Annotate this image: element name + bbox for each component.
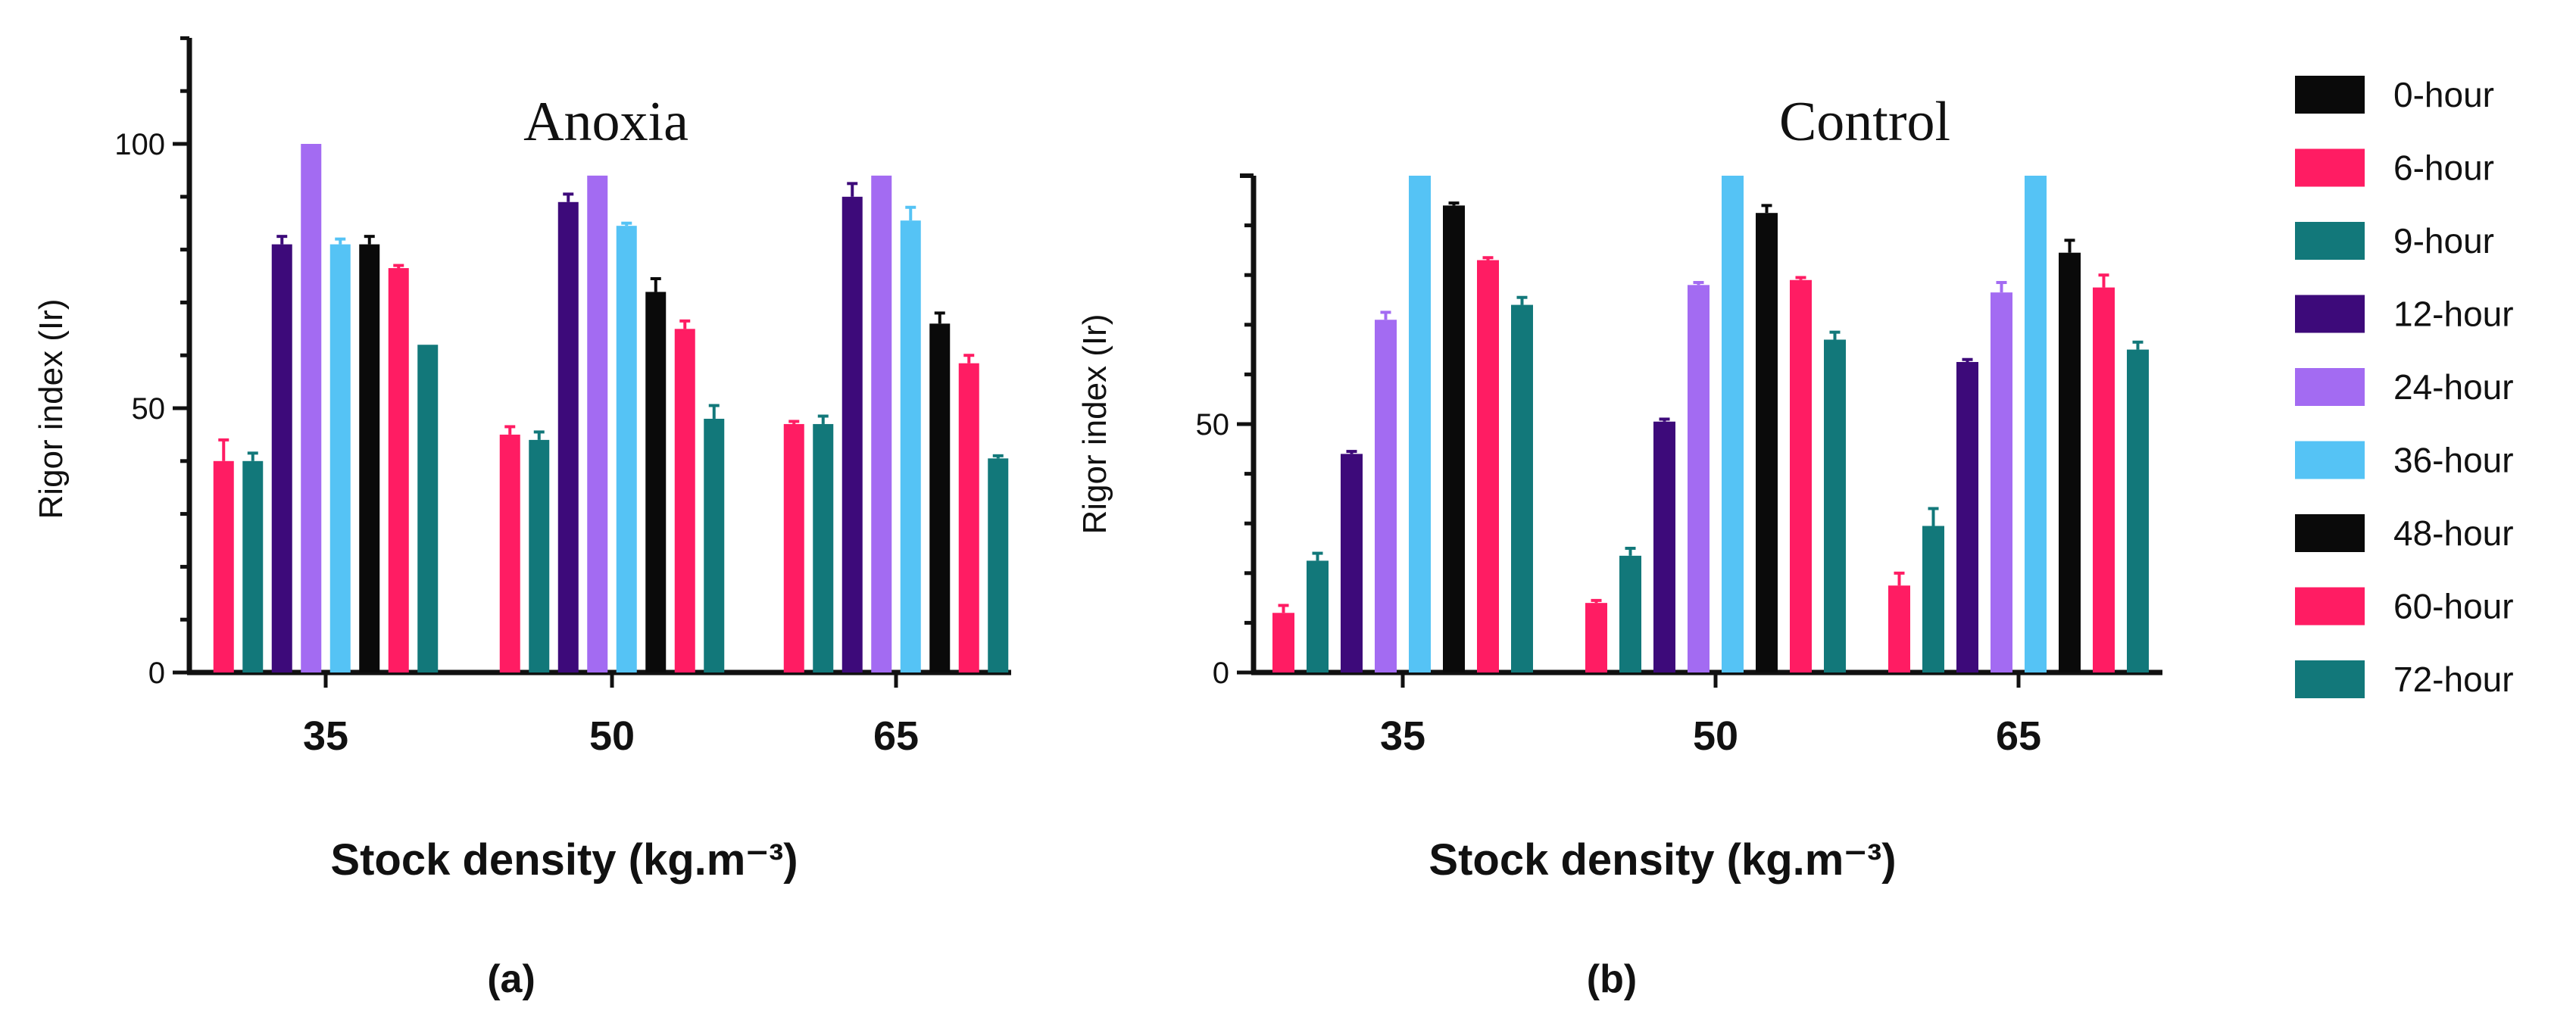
x-tick-label: 35 [1380, 713, 1425, 759]
bar-6-hour-50 [499, 434, 520, 672]
bar-48-hour-65 [929, 323, 951, 672]
legend-label-6-hour: 6-hour [2393, 148, 2494, 188]
bar-6-hour-65 [1888, 585, 1910, 672]
legend-label-48-hour: 48-hour [2393, 513, 2514, 553]
panel-a-label: (a) [487, 957, 535, 1001]
legend-label-24-hour: 24-hour [2393, 367, 2514, 407]
bar-48-hour-50 [1756, 213, 1778, 672]
bar-36-hour-35 [1409, 176, 1431, 672]
panel-b-label: (b) [1587, 957, 1637, 1001]
bar-24-hour-65 [871, 175, 892, 672]
panel-b-title: Control [1779, 91, 1950, 153]
legend-swatch-60-hour [2295, 587, 2365, 626]
legend-label-0-hour: 0-hour [2393, 75, 2494, 114]
bar-72-hour-65 [988, 458, 1009, 672]
legend-label-12-hour: 12-hour [2393, 295, 2514, 334]
bar-24-hour-65 [1991, 292, 2012, 672]
bar-36-hour-65 [900, 220, 921, 673]
bar-12-hour-65 [841, 196, 863, 672]
y-tick-label: 50 [132, 392, 166, 426]
bar-12-hour-50 [1653, 421, 1675, 672]
legend-swatch-0-hour [2295, 76, 2365, 114]
bar-12-hour-35 [1341, 454, 1363, 672]
legend-label-9-hour: 9-hour [2393, 221, 2494, 261]
bar-9-hour-65 [1922, 526, 1944, 672]
bar-24-hour-35 [1375, 320, 1397, 672]
bar-48-hour-65 [2059, 252, 2081, 672]
legend-swatch-36-hour [2295, 441, 2365, 479]
bar-24-hour-50 [587, 175, 608, 672]
bar-48-hour-35 [359, 244, 380, 672]
bar-9-hour-50 [529, 439, 550, 672]
y-tick-label: 50 [1196, 408, 1230, 442]
y-tick-label: 100 [114, 128, 165, 161]
bar-6-hour-35 [1272, 613, 1294, 672]
x-tick-label: 65 [1996, 713, 2041, 759]
legend: 0-hour 6-hour 9-hour 12-hour 24-hour 36-hour 4… [2295, 75, 2514, 699]
bar-9-hour-35 [1307, 560, 1329, 672]
bar-24-hour-50 [1688, 285, 1710, 672]
bar-6-hour-35 [213, 460, 234, 672]
bar-60-hour-35 [1477, 260, 1499, 672]
legend-swatch-6-hour [2295, 148, 2365, 187]
legend-label-36-hour: 36-hour [2393, 441, 2514, 480]
bar-36-hour-35 [329, 244, 351, 672]
bar-6-hour-65 [783, 423, 804, 672]
bar-36-hour-65 [2025, 176, 2047, 672]
panel-b-y-axis-label: Rigor index (Ir) [1076, 314, 1113, 535]
bar-60-hour-65 [2093, 287, 2115, 672]
bar-12-hour-50 [557, 201, 579, 672]
legend-label-72-hour: 72-hour [2393, 660, 2514, 699]
bar-9-hour-50 [1619, 555, 1641, 672]
y-tick-label: 0 [1213, 657, 1229, 690]
bar-36-hour-50 [1722, 176, 1744, 672]
legend-swatch-48-hour [2295, 514, 2365, 552]
bar-72-hour-35 [1511, 304, 1533, 672]
x-tick-label: 50 [1693, 713, 1738, 759]
legend-swatch-24-hour [2295, 368, 2365, 406]
panel-a-x-axis-label: Stock density (kg.m⁻³) [330, 835, 798, 885]
bar-36-hour-50 [616, 226, 637, 672]
panel-b-chart: 0 50 35 50 65 [1196, 173, 2162, 759]
legend-label-60-hour: 60-hour [2393, 587, 2514, 626]
bar-72-hour-35 [417, 345, 439, 672]
x-tick-label: 65 [873, 713, 919, 759]
bar-60-hour-65 [958, 363, 979, 672]
y-tick-label: 0 [148, 657, 165, 690]
legend-swatch-9-hour [2295, 222, 2365, 260]
legend-swatch-12-hour [2295, 295, 2365, 333]
bar-72-hour-65 [2127, 349, 2149, 672]
x-tick-label: 35 [303, 713, 348, 759]
x-tick-label: 50 [589, 713, 635, 759]
bar-12-hour-35 [271, 244, 292, 672]
bar-48-hour-50 [645, 292, 667, 672]
bar-9-hour-65 [813, 423, 834, 672]
bar-72-hour-50 [1824, 339, 1846, 672]
bar-72-hour-50 [704, 418, 725, 672]
bar-24-hour-35 [301, 144, 322, 672]
legend-swatch-72-hour [2295, 660, 2365, 698]
bar-12-hour-65 [1956, 362, 1978, 672]
panel-a-y-axis-label: Rigor index (Ir) [33, 299, 70, 520]
panel-b-x-axis-label: Stock density (kg.m⁻³) [1429, 835, 1896, 885]
bar-48-hour-35 [1443, 205, 1465, 672]
bar-60-hour-50 [1790, 279, 1812, 672]
panel-a-chart: 0 50 100 35 50 65 [114, 36, 1011, 759]
bar-60-hour-50 [674, 329, 695, 672]
bar-60-hour-35 [388, 268, 409, 672]
panel-a-title: Anoxia [523, 91, 688, 153]
bar-6-hour-50 [1585, 603, 1607, 672]
bar-9-hour-35 [242, 460, 264, 672]
